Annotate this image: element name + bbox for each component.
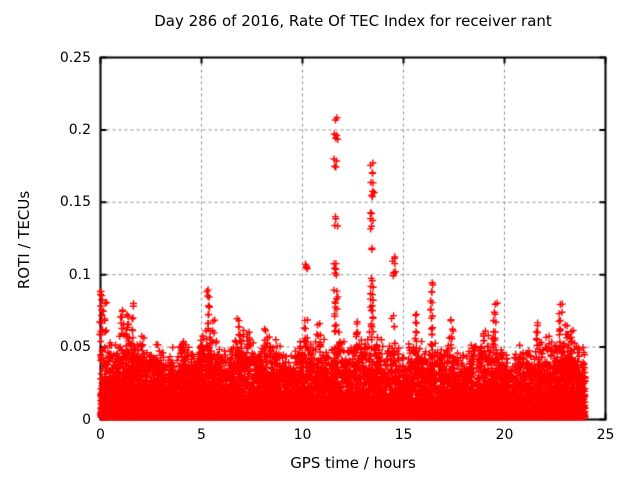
x-tick-label: 5 (197, 427, 206, 443)
chart-title: Day 286 of 2016, Rate Of TEC Index for r… (154, 12, 552, 30)
x-tick-label: 20 (495, 427, 514, 443)
x-tick-label: 10 (293, 427, 312, 443)
y-tick-label: 0.1 (68, 266, 91, 283)
y-tick-label: 0 (82, 411, 91, 428)
y-tick-label: 0.05 (59, 339, 91, 356)
x-tick-label: 15 (394, 427, 413, 443)
y-tick-label: 0.2 (68, 121, 91, 138)
y-axis-label: ROTI / TECUs (15, 190, 33, 290)
x-tick-label: 0 (96, 427, 105, 443)
x-tick-label: 25 (596, 427, 615, 443)
y-tick-label: 0.25 (59, 49, 91, 66)
y-tick-label: 0.15 (59, 194, 91, 211)
x-axis-label: GPS time / hours (290, 454, 416, 472)
